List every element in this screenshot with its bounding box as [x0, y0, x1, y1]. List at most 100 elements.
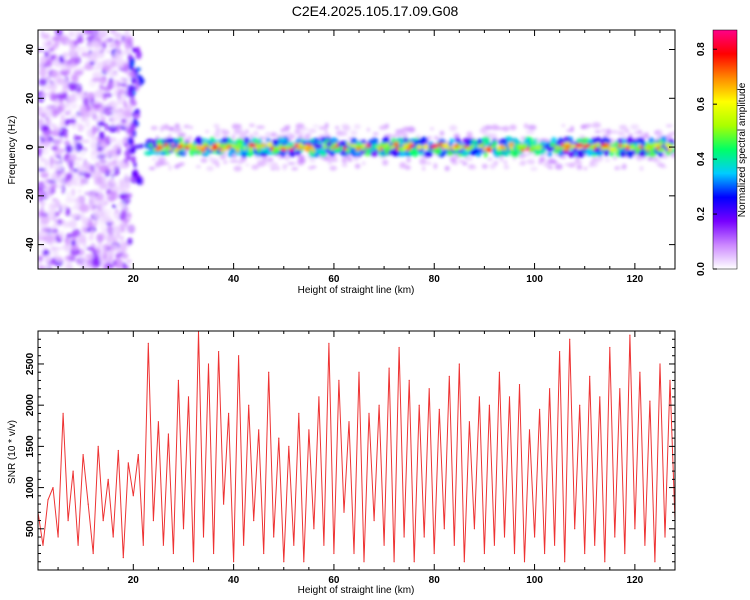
- snr-point: [649, 400, 651, 402]
- noise-blob: [113, 258, 123, 268]
- snr-point: [619, 388, 621, 390]
- noise-blob: [107, 248, 115, 258]
- noise-blob: [72, 162, 80, 166]
- noise-blob: [54, 202, 58, 208]
- signal-core-blob: [610, 142, 615, 146]
- noise-blob: [82, 53, 93, 61]
- halo-blob: [297, 157, 306, 164]
- noise-blob: [38, 197, 43, 202]
- halo-blob: [215, 127, 220, 134]
- noise-blob: [81, 216, 90, 225]
- halo-blob: [327, 161, 332, 165]
- halo-blob: [525, 152, 532, 157]
- halo-blob: [299, 127, 309, 131]
- noise-blob: [113, 210, 121, 220]
- halo-blob: [593, 158, 603, 162]
- noise-blob: [104, 38, 111, 44]
- noise-blob: [94, 209, 102, 219]
- signal-blob: [325, 148, 331, 154]
- signal-core-blob: [163, 143, 169, 147]
- snr-point: [52, 487, 54, 489]
- spectrogram-frame: [37, 29, 676, 270]
- noise-blob: [126, 225, 133, 231]
- noise-blob: [123, 100, 128, 109]
- noise-blob: [126, 259, 132, 264]
- halo-blob: [604, 158, 611, 162]
- signal-core-blob: [595, 144, 601, 148]
- halo-blob: [154, 161, 161, 169]
- noise-blob: [126, 237, 133, 245]
- noise-blob: [38, 124, 43, 130]
- snr-point: [513, 552, 516, 555]
- noise-blob: [53, 159, 57, 164]
- halo-blob: [527, 124, 537, 131]
- spectrogram-heatmap: [38, 30, 675, 269]
- snr-point: [644, 544, 646, 546]
- snr-point: [333, 552, 335, 555]
- noise-blob: [122, 252, 128, 260]
- halo-blob: [174, 123, 180, 129]
- snr-point: [172, 552, 174, 555]
- halo-blob: [270, 167, 277, 171]
- noise-blob: [60, 113, 65, 124]
- noise-blob: [90, 151, 100, 161]
- noise-blob: [64, 110, 71, 116]
- signal-blob: [585, 149, 594, 157]
- halo-blob: [657, 132, 664, 136]
- noise-blob: [66, 191, 71, 199]
- halo-blob: [329, 165, 338, 171]
- signal-blob: [672, 147, 675, 153]
- signal-core-blob: [343, 146, 347, 151]
- snr-point: [273, 536, 275, 538]
- halo-blob: [487, 157, 493, 161]
- noise-blob: [104, 123, 109, 131]
- signal-blob: [446, 150, 454, 156]
- noise-blob: [82, 147, 88, 152]
- noise-blob: [84, 167, 92, 175]
- halo-blob: [342, 159, 348, 164]
- noise-blob: [51, 44, 56, 52]
- noise-blob: [58, 230, 65, 240]
- noise-blob: [116, 123, 120, 134]
- signal-blob: [353, 150, 362, 156]
- noise-blob: [76, 157, 83, 161]
- halo-blob: [235, 127, 243, 133]
- signal-core-blob: [634, 147, 640, 151]
- snr-point: [157, 421, 159, 423]
- halo-blob: [406, 157, 411, 163]
- noise-blob: [71, 188, 76, 197]
- halo-blob: [392, 134, 396, 139]
- halo-blob: [174, 127, 183, 133]
- signal-blob: [626, 136, 632, 145]
- halo-blob: [617, 131, 625, 136]
- snr-point: [218, 351, 220, 353]
- signal-core-blob: [515, 146, 522, 151]
- signal-core-blob: [216, 142, 220, 147]
- halo-blob: [433, 163, 438, 170]
- noise-blob: [86, 35, 94, 43]
- noise-blob: [109, 61, 117, 68]
- snr-point: [122, 557, 124, 559]
- signal-core-blob: [482, 147, 488, 151]
- halo-blob: [212, 161, 220, 165]
- snr-point: [82, 454, 84, 456]
- spectrogram-xlabel: Height of straight line (km): [298, 285, 415, 296]
- noise-blob: [119, 241, 124, 249]
- noise-blob: [71, 144, 77, 153]
- noise-blob: [66, 174, 70, 181]
- snr-line: [38, 331, 675, 562]
- halo-blob: [312, 124, 320, 128]
- noise-blob: [68, 49, 76, 58]
- noise-blob: [108, 79, 117, 83]
- signal-core-blob: [297, 143, 303, 147]
- signal-blob: [603, 149, 610, 157]
- noise-blob: [80, 178, 85, 185]
- noise-blob: [100, 206, 106, 212]
- noise-blob: [92, 125, 97, 135]
- noise-blob: [44, 159, 49, 168]
- noise-blob: [100, 116, 106, 123]
- noise-blob: [52, 35, 60, 42]
- transition-blob: [136, 177, 143, 186]
- noise-blob: [38, 140, 44, 149]
- snr-point: [549, 388, 551, 390]
